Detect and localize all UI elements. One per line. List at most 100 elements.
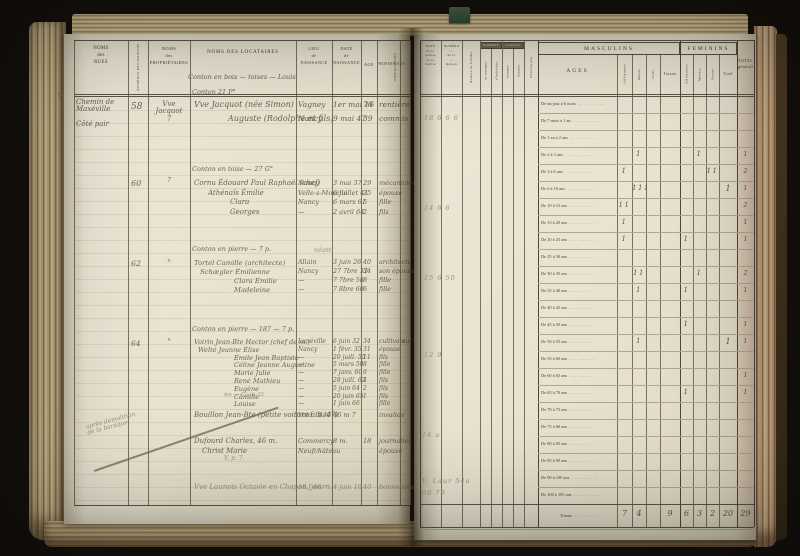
margin-annotation: 15 6 50 bbox=[424, 274, 456, 282]
birthplace: — bbox=[298, 377, 304, 384]
row-rule bbox=[538, 402, 754, 403]
tally-mark: 2 bbox=[743, 201, 748, 209]
tally-mark: 1 bbox=[621, 235, 628, 243]
profession: fils bbox=[379, 384, 388, 392]
tenant-name: Auguste (Rodolphe et fils) bbox=[228, 114, 334, 123]
birthdate: 9 mai 47 bbox=[333, 114, 367, 123]
row-rule bbox=[538, 385, 754, 386]
column-rule bbox=[693, 55, 694, 527]
book-gutter-shadow bbox=[398, 28, 424, 546]
tally-mark: 1 bbox=[743, 286, 748, 294]
birthplace: — bbox=[298, 400, 304, 408]
tally-mark: 1 bbox=[743, 320, 748, 328]
tally-mark: 1 bbox=[636, 337, 642, 345]
birthplace: Void 1840 bbox=[298, 411, 331, 419]
tally-mark: 1 bbox=[683, 388, 690, 396]
tenant-name: Clara Émilie bbox=[234, 277, 277, 285]
birthdate: 1 févr. 35 bbox=[333, 345, 362, 353]
age-range-label: De 1 an à 2 ans bbox=[541, 135, 615, 140]
age-value: 40 bbox=[363, 259, 372, 266]
column-rule bbox=[617, 55, 618, 527]
group-note: Conton en pierre — 187 — 7 p. bbox=[192, 325, 295, 333]
group-note: Conton en pierre — 7 p. bbox=[192, 245, 272, 253]
column-rule bbox=[706, 55, 707, 527]
totals-value: 6 bbox=[683, 509, 690, 518]
totals-value: 7 bbox=[621, 509, 628, 518]
header-age: AGE bbox=[364, 62, 374, 67]
tally-mark: 1 bbox=[743, 235, 748, 243]
tally-mark: 1 bbox=[743, 388, 748, 396]
age-value: 39 bbox=[363, 114, 373, 123]
age-range-label: De 55 à 60 ans bbox=[541, 356, 615, 361]
profession: fils bbox=[379, 207, 389, 216]
column-rule bbox=[377, 40, 378, 505]
tally-mark: 11 bbox=[618, 201, 631, 209]
tally-mark: 1 bbox=[743, 218, 748, 226]
birthdate: 8 m. bbox=[333, 437, 348, 445]
profession: fils bbox=[379, 377, 388, 384]
column-rule bbox=[502, 40, 503, 527]
age-range-label: De 7 mois à 1 an bbox=[541, 118, 615, 123]
header-date-naissance: DATE de NAISSANCE bbox=[332, 46, 361, 65]
age-value: 4 bbox=[363, 377, 367, 384]
tally-mark: 11 bbox=[633, 269, 645, 277]
table-rule bbox=[74, 505, 410, 506]
tally-mark: 1 bbox=[621, 218, 628, 226]
tenant-name: Welté Jeanne Élise bbox=[198, 345, 260, 354]
tally-mark: 1 bbox=[696, 269, 703, 277]
totals-value: 4 bbox=[636, 509, 642, 518]
row-rule bbox=[538, 317, 754, 318]
age-range-label: De 70 à 75 ans bbox=[541, 407, 615, 412]
age-value: 2 bbox=[363, 384, 367, 392]
table-rule bbox=[420, 529, 754, 530]
age-range-label: De un jour à 6 mois bbox=[541, 101, 615, 106]
header-col-b: NUMÉRO — de la — maison bbox=[443, 44, 460, 67]
row-rule bbox=[538, 147, 754, 148]
row-rule bbox=[538, 351, 754, 352]
totals-value: 3 bbox=[696, 509, 703, 518]
birthplace: Vagney bbox=[298, 100, 326, 109]
birthdate: 6 juin 32 bbox=[333, 338, 360, 345]
column-rule bbox=[632, 55, 633, 527]
birthplace: — bbox=[298, 286, 305, 293]
profession: fille bbox=[379, 198, 392, 206]
age-range-label: De 3 à 6 ans bbox=[541, 169, 615, 174]
row-rule bbox=[538, 368, 754, 369]
row-rule bbox=[538, 436, 754, 437]
birthplace: Nancy bbox=[298, 114, 323, 123]
tally-mark: 1 bbox=[636, 150, 642, 158]
tenant-name: Voirin Jean-Bte Hector (chef de m.) bbox=[194, 338, 310, 346]
left-page-table: Chemin de Maxéville Côté pair 58 Vve Jacqu… bbox=[64, 34, 425, 524]
house-number: 58 bbox=[131, 102, 143, 112]
left-page: NOMS des RUES NUMÉROS DES MAISONS NOMS d… bbox=[57, 34, 425, 524]
tenant-name: Tortel Camille (architecte) bbox=[194, 259, 286, 267]
book-cover-edge bbox=[776, 34, 787, 540]
tenant-name: Christ Marie bbox=[202, 446, 248, 455]
birthdate: 1 juin 66 bbox=[333, 400, 360, 408]
birthdate: 20 juill. 55 bbox=[333, 353, 366, 361]
page-stack-top-edge bbox=[72, 14, 748, 36]
column-rule bbox=[646, 55, 647, 527]
tally-mark: 1 bbox=[636, 286, 642, 294]
age-value: 1 bbox=[363, 392, 367, 400]
age-value: 18 bbox=[363, 437, 372, 445]
column-rule bbox=[190, 40, 191, 505]
profession: fils bbox=[379, 392, 388, 400]
table-rule bbox=[74, 96, 410, 97]
row-rule bbox=[538, 283, 754, 284]
row-rule bbox=[538, 453, 754, 454]
header-noms-locataires: NOMS DES LOCATAIRES bbox=[207, 50, 279, 55]
birthdate: 3 juin 26 bbox=[333, 259, 362, 266]
group-subnote: 4m — 4 juill. 55 bbox=[224, 392, 264, 398]
birthdate: 7 janv. 60 bbox=[333, 369, 363, 377]
header-numeros-maisons: NUMÉROS DES MAISONS bbox=[136, 43, 140, 91]
margin-annotation: 14 6 6 bbox=[424, 204, 451, 212]
birthplace: Lunéville bbox=[298, 338, 326, 345]
totals-value: 2 bbox=[709, 509, 716, 518]
age-range-label: De 85 à 90 ans bbox=[541, 458, 615, 463]
column-rule bbox=[332, 40, 333, 505]
row-rule bbox=[538, 215, 754, 216]
header-col-a: DATE de la remise de la feuille bbox=[425, 44, 436, 67]
age-range-label: De 30 à 35 ans bbox=[541, 271, 615, 276]
table-rule bbox=[420, 504, 754, 505]
